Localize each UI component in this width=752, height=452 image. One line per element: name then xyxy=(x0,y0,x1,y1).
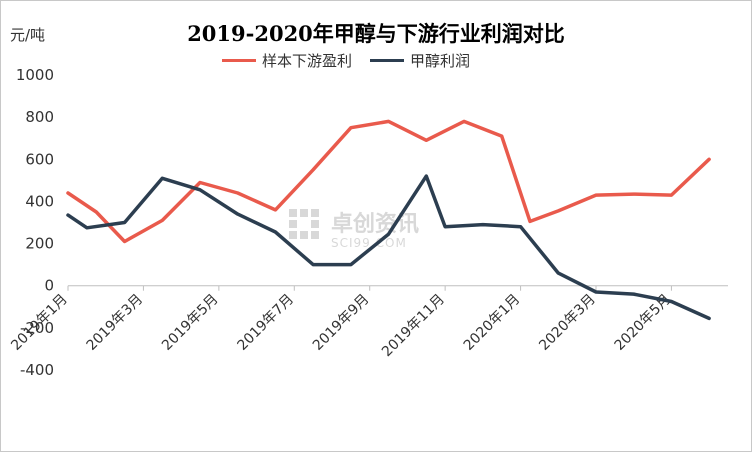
y-axis-unit-label: 元/吨 xyxy=(10,26,46,44)
legend-swatch-downstream xyxy=(222,59,256,62)
legend-label-downstream: 样本下游盈利 xyxy=(262,52,353,70)
x-tick-label: 2019年3月 xyxy=(84,291,147,354)
watermark-logo: 卓创资讯 SCI99.COM xyxy=(289,209,419,250)
legend-label-methanol: 甲醇利润 xyxy=(410,52,471,70)
x-tick-label: 2019年7月 xyxy=(235,291,298,354)
watermark-grid-icon xyxy=(289,209,319,239)
x-tick-label: 2019年9月 xyxy=(310,291,373,354)
x-tick-label: 2020年3月 xyxy=(536,291,599,354)
series-lines xyxy=(66,119,711,321)
y-tick-label: 1000 xyxy=(16,66,54,84)
x-tick-label: 2019年5月 xyxy=(159,291,222,354)
x-tick-label: 2020年1月 xyxy=(461,291,524,354)
y-tick-label: 600 xyxy=(25,150,54,168)
y-tick-label: 400 xyxy=(25,192,54,210)
y-tick-label: -400 xyxy=(20,361,54,379)
series-line-methanol-profit xyxy=(66,174,711,321)
y-tick-label: 0 xyxy=(44,277,54,295)
y-tick-label: 800 xyxy=(25,108,54,126)
legend-item-methanol: 甲醇利润 xyxy=(370,50,470,71)
x-axis-ticks: 2019年1月 2019年3月 2019年5月 2019年7月 2019年9月 2019年… xyxy=(8,285,674,360)
watermark-site: SCI99.COM xyxy=(331,236,407,250)
x-tick-label: 2019年1月 xyxy=(8,291,71,354)
legend: 样本下游盈利 甲醇利润 xyxy=(222,50,488,71)
y-tick-label: -200 xyxy=(20,319,54,337)
chart-title: 2019-2020年甲醇与下游行业利润对比 xyxy=(187,21,565,46)
x-tick-label: 2019年11月 xyxy=(379,291,448,360)
watermark-brand: 卓创资讯 xyxy=(331,212,419,237)
legend-item-downstream: 样本下游盈利 xyxy=(222,50,352,71)
y-tick-label: 200 xyxy=(25,235,54,253)
y-axis-ticks: 1000 800 600 400 200 0 -200 -400 xyxy=(16,66,54,379)
series-line-downstream-profit xyxy=(66,119,711,244)
legend-swatch-methanol xyxy=(370,59,405,62)
